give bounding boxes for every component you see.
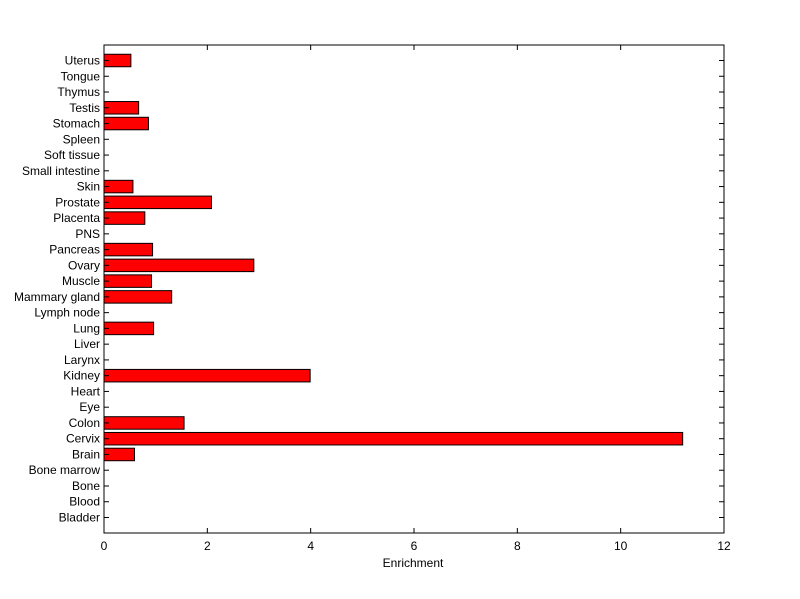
y-tick-label: Thymus	[57, 85, 100, 99]
y-tick-label: Lymph node	[34, 306, 100, 320]
x-axis: 0 2 4 6 8 10 12	[101, 45, 731, 553]
bar	[103, 242, 154, 257]
y-tick-label: Cervix	[66, 432, 100, 446]
y-tick-label: Small intestine	[22, 164, 100, 178]
bar	[103, 116, 149, 131]
y-tick-label: Bladder	[59, 511, 100, 525]
y-tick-label: Soft tissue	[44, 148, 100, 162]
x-tick-label: 10	[614, 539, 628, 553]
y-tick-label: Liver	[74, 337, 100, 351]
y-tick-label: Tongue	[61, 69, 101, 83]
bar	[103, 431, 684, 446]
bar	[103, 195, 212, 210]
bar	[103, 101, 140, 115]
bar	[103, 258, 255, 273]
bar	[103, 416, 185, 430]
y-tick-label: Lung	[73, 321, 100, 335]
bar	[103, 321, 155, 336]
x-tick-label: 2	[204, 539, 211, 553]
x-tick-label: 0	[101, 539, 108, 553]
plot-area	[103, 44, 725, 534]
x-axis-title: Enrichment	[383, 556, 444, 570]
y-tick-label: Uterus	[65, 54, 100, 68]
y-tick-label: Ovary	[68, 258, 100, 272]
y-tick-label: Prostate	[55, 195, 100, 209]
y-tick-label: Kidney	[63, 369, 100, 383]
y-tick-label: PNS	[75, 227, 100, 241]
y-tick-label: Colon	[69, 416, 100, 430]
x-tick-label: 4	[307, 539, 314, 553]
x-tick-label: 12	[717, 539, 731, 553]
y-tick-label: Skin	[77, 180, 100, 194]
y-tick-label: Larynx	[64, 353, 100, 367]
y-tick-label: Brain	[72, 447, 100, 461]
bar	[103, 290, 173, 304]
bar	[103, 368, 311, 383]
y-tick-label: Bone	[72, 479, 100, 493]
y-tick-label: Blood	[69, 495, 100, 509]
bar	[103, 211, 146, 225]
y-tick-label: Eye	[79, 400, 100, 414]
x-tick-label: 6	[411, 539, 418, 553]
y-tick-label: Testis	[69, 101, 100, 115]
y-tick-label: Spleen	[63, 132, 100, 146]
y-tick-label: Placenta	[53, 211, 100, 225]
y-tick-label: Bone marrow	[29, 463, 101, 477]
bar	[103, 274, 153, 288]
x-tick-label: 8	[514, 539, 521, 553]
y-tick-label: Heart	[71, 384, 101, 398]
y-tick-label: Mammary gland	[14, 290, 100, 304]
y-tick-label: Stomach	[53, 117, 100, 131]
y-tick-label: Pancreas	[49, 243, 100, 257]
y-tick-label: Muscle	[62, 274, 100, 288]
